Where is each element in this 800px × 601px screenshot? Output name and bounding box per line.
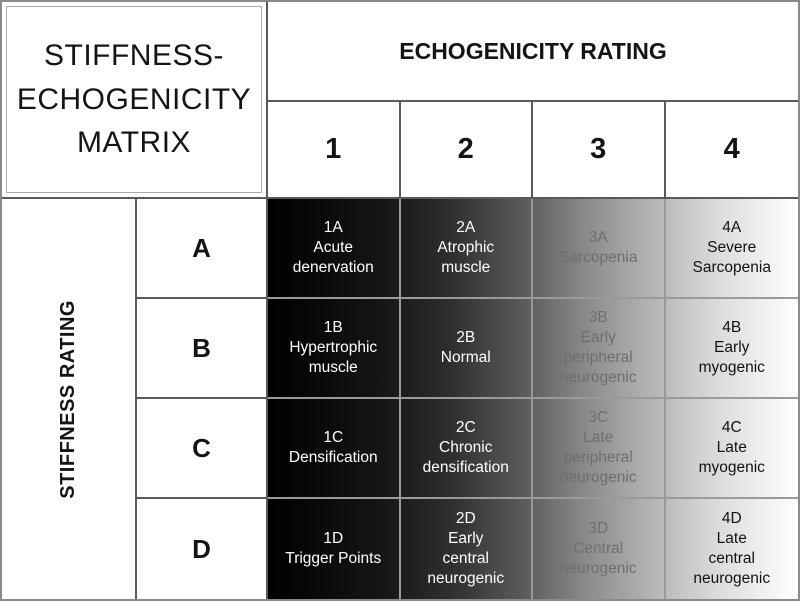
cell-label: Early peripheral neurogenic [559, 328, 637, 387]
column-header-1: 1 [268, 102, 401, 197]
cell-code: 2A [456, 218, 476, 236]
cell-code: 1C [323, 428, 344, 446]
cell-label: Early myogenic [698, 338, 765, 377]
column-header-2: 2 [401, 102, 533, 197]
cell-label: Central neurogenic [559, 539, 637, 578]
cell-label: Atrophic muscle [437, 238, 495, 277]
matrix-cell-4b: 4B Early myogenic [665, 299, 798, 399]
cell-code: 2B [456, 328, 476, 346]
cell-label: Densification [288, 449, 378, 466]
matrix-cell-2b: 2B Normal [400, 299, 533, 399]
matrix-cell-1a: 1A Acute denervation [268, 199, 401, 299]
matrix-cell-1d: 1D Trigger Points [268, 499, 401, 599]
matrix-cell-2c: 2C Chronic densification [400, 399, 533, 499]
matrix-cell-3a: 3A Sarcopenia [533, 199, 666, 299]
cell-label: Sarcopenia [559, 249, 638, 266]
cell-code: 3B [588, 308, 608, 326]
row-header-b: B [137, 299, 266, 399]
cell-code: 4A [722, 218, 742, 236]
matrix-grid: 1A Acute denervation 2A Atrophic muscle 3A Sa… [268, 199, 798, 599]
cell-code: 4C [721, 418, 742, 436]
cell-code: 1D [323, 529, 344, 547]
cell-label: Chronic densification [422, 438, 509, 477]
row-header-a: A [137, 199, 266, 299]
cell-label: Acute denervation [292, 238, 374, 277]
row-header-c: C [137, 399, 266, 499]
cell-code: 2C [455, 418, 476, 436]
cell-code: 1B [323, 318, 343, 336]
cell-label: Severe Sarcopenia [692, 238, 771, 277]
matrix-cell-3d: 3D Central neurogenic [533, 499, 666, 599]
cell-label: Late myogenic [698, 438, 765, 477]
cell-label: Normal [440, 349, 491, 366]
cell-code: 2D [455, 509, 476, 527]
matrix-cell-2d: 2D Early central neurogenic [401, 499, 533, 599]
column-header-3: 3 [533, 102, 666, 197]
cell-code: 3A [588, 228, 608, 246]
matrix-cell-3c: 3C Late peripheral neurogenic [533, 399, 666, 499]
cell-label: Hypertrophic muscle [289, 338, 378, 377]
cell-code: 3C [588, 408, 609, 426]
matrix-cell-4c: 4C Late myogenic [665, 399, 798, 499]
matrix-cell-4a: 4A Severe Sarcopenia [665, 199, 798, 299]
stiffness-rating-cell: STIFFNESS RATING [2, 199, 137, 599]
cell-label: Late central neurogenic [693, 529, 771, 588]
title-cell: STIFFNESS- ECHOGENICITY MATRIX [2, 2, 268, 199]
matrix-cell-3b: 3B Early peripheral neurogenic [533, 299, 666, 399]
cell-code: 4D [721, 509, 742, 527]
cell-code: 1A [323, 218, 343, 236]
matrix-cell-4d: 4D Late central neurogenic [666, 499, 799, 599]
matrix-cell-1c: 1C Densification [268, 399, 401, 499]
cell-label: Late peripheral neurogenic [559, 428, 637, 487]
page-title: STIFFNESS- ECHOGENICITY MATRIX [6, 6, 262, 193]
cell-label: Trigger Points [285, 550, 382, 567]
stiffness-rating-header: STIFFNESS RATING [57, 299, 79, 499]
cell-label: Early central neurogenic [427, 529, 505, 588]
matrix-cell-1b: 1B Hypertrophic muscle [268, 299, 401, 399]
column-header-4: 4 [723, 133, 740, 165]
row-header-d: D [192, 533, 211, 564]
cell-code: 4B [722, 318, 742, 336]
cell-code: 3D [588, 519, 609, 537]
echogenicity-rating-header: ECHOGENICITY RATING [268, 2, 798, 102]
matrix-cell-2a: 2A Atrophic muscle [400, 199, 533, 299]
